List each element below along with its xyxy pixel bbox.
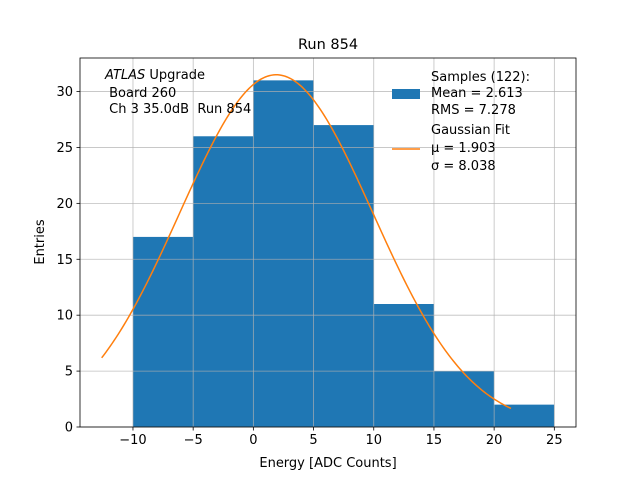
svg-text:ATLAS Upgrade: ATLAS Upgrade: [104, 68, 205, 83]
legend-samples-mean: Mean = 2.613: [431, 86, 523, 101]
x-tick-label: 25: [546, 433, 563, 448]
legend-fit-mu: μ = 1.903: [431, 141, 496, 156]
annotation-channel: Ch 3 35.0dB Run 854: [105, 102, 251, 117]
y-axis-label: Entries: [33, 219, 48, 265]
histogram-bar: [313, 125, 374, 427]
y-tick-label: 30: [56, 85, 73, 100]
x-tick-label: −5: [184, 433, 203, 448]
y-tick-label: 25: [56, 141, 73, 156]
y-tick-label: 0: [65, 421, 73, 436]
legend-samples-swatch: [392, 89, 420, 99]
y-tick-label: 15: [56, 253, 73, 268]
x-axis-label: Energy [ADC Counts]: [259, 456, 396, 471]
x-tick-label: 15: [426, 433, 443, 448]
y-tick-label: 5: [65, 365, 73, 380]
annotation-upgrade: Upgrade: [145, 68, 205, 83]
annotation-board: Board 260: [105, 86, 176, 101]
legend-samples-title: Samples (122):: [431, 70, 530, 85]
x-tick-label: 10: [365, 433, 382, 448]
x-tick-label: 5: [309, 433, 317, 448]
legend: Samples (122): Mean = 2.613 RMS = 7.278 …: [392, 70, 530, 174]
histogram-bar: [373, 304, 434, 427]
legend-fit-title: Gaussian Fit: [431, 123, 510, 138]
x-tick-label: 0: [249, 433, 257, 448]
histogram-bar: [433, 371, 495, 427]
gaussian-fit-curve: [101, 74, 512, 410]
annotation: ATLAS Upgrade Board 260 Ch 3 35.0dB Run …: [104, 68, 251, 117]
x-tick-label: −10: [119, 433, 146, 448]
histogram-bar: [494, 404, 555, 427]
legend-fit-sigma: σ = 8.038: [431, 159, 496, 174]
histogram-bar: [132, 236, 194, 427]
legend-samples-rms: RMS = 7.278: [431, 103, 516, 118]
y-tick-label: 10: [56, 309, 73, 324]
annotation-atlas: ATLAS: [104, 68, 145, 83]
histogram-bar: [193, 136, 254, 428]
y-tick-label: 20: [56, 197, 73, 212]
chart-title: Run 854: [298, 37, 358, 53]
histogram-bar: [253, 80, 314, 427]
x-tick-label: 20: [486, 433, 503, 448]
plot-frame: [79, 57, 577, 428]
